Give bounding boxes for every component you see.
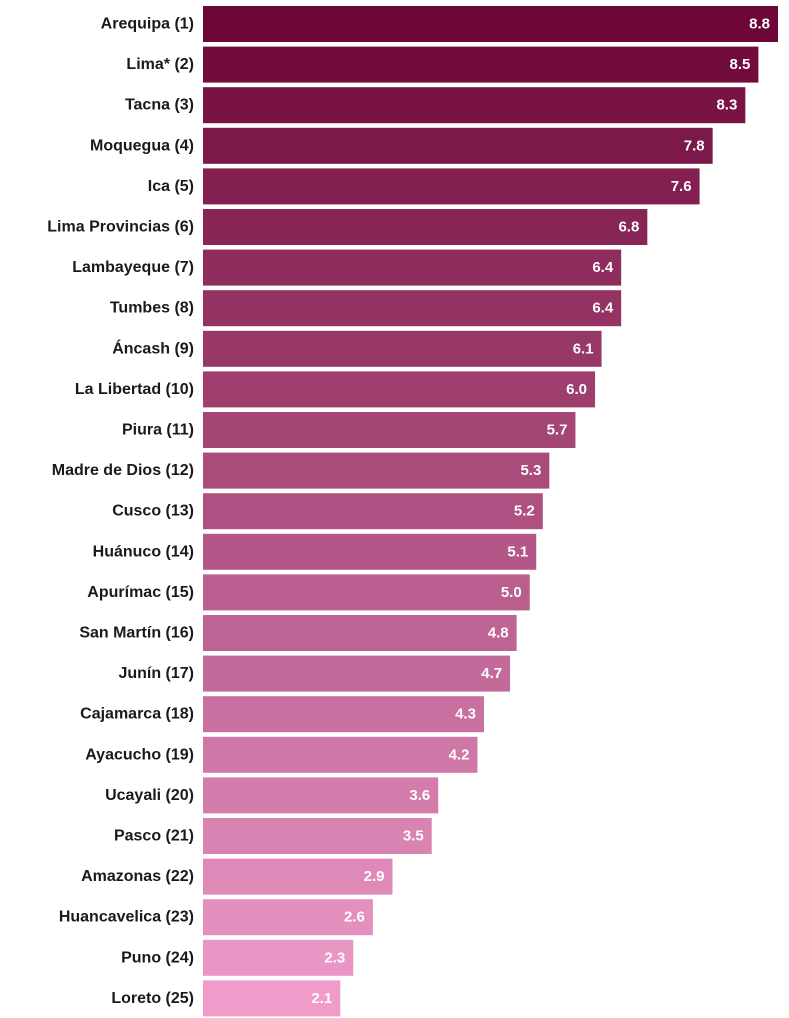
value-label: 5.7 [547,422,568,439]
bar [203,6,778,42]
bar [203,127,713,164]
category-label: Huancavelica (23) [59,909,194,926]
value-label: 3.5 [403,828,424,845]
category-label: Tumbes (8) [110,300,194,317]
category-label: Lima* (2) [126,56,194,73]
value-label: 5.3 [520,462,541,479]
bar [203,46,759,83]
bar [203,574,530,611]
value-label: 6.4 [592,300,614,317]
value-label: 2.9 [364,868,385,885]
category-label: Piura (11) [122,422,194,439]
bar [203,736,478,773]
category-label: La Libertad (10) [75,381,194,398]
value-label: 6.4 [592,259,614,276]
bar [203,412,576,448]
category-label: San Martín (16) [79,625,194,642]
category-label: Huánuco (14) [93,543,194,560]
bar [203,493,543,530]
bar [203,168,700,205]
bar [203,330,602,367]
value-label: 2.1 [311,990,332,1007]
bar [203,533,537,570]
value-label: 7.8 [684,137,705,154]
value-label: 7.6 [671,178,692,195]
category-label: Apurímac (15) [87,584,194,601]
value-label: 4.7 [481,665,502,682]
value-label: 4.8 [488,625,509,642]
category-label: Pasco (21) [114,828,194,845]
category-label: Amazonas (22) [81,868,194,885]
bar [203,290,622,327]
bar [203,452,550,489]
category-label: Arequipa (1) [101,16,194,33]
value-label: 4.2 [449,746,470,763]
bar [203,939,354,976]
value-label: 2.3 [324,949,345,966]
bar [203,655,511,692]
bar [203,87,746,124]
bar [203,858,393,895]
bar [203,899,373,936]
category-label: Áncash (9) [112,338,194,357]
bar [203,777,439,814]
category-label: Lima Provincias (6) [47,219,194,236]
category-label: Moquegua (4) [90,137,194,154]
category-label: Cusco (13) [112,503,194,520]
category-label: Tacna (3) [125,97,194,114]
bar [203,209,648,245]
value-label: 6.1 [573,340,594,357]
bars-group: Arequipa (1) 8.8 Lima* (2) 8.5 Tacna (3) 8.3 M… [47,6,778,1017]
category-label: Junín (17) [118,665,194,682]
value-label: 2.6 [344,909,365,926]
bar [203,818,432,854]
value-label: 5.0 [501,584,522,601]
category-label: Cajamarca (18) [80,706,194,723]
bar [203,696,484,733]
bar [203,371,596,408]
category-label: Puno (24) [121,949,194,966]
category-label: Ica (5) [148,178,194,195]
category-label: Ucayali (20) [105,787,194,804]
value-label: 8.5 [730,56,751,73]
bar [203,615,517,651]
value-label: 4.3 [455,706,476,723]
category-label: Loreto (25) [111,990,194,1007]
category-label: Ayacucho (19) [85,746,194,763]
value-label: 6.8 [618,219,639,236]
bar [203,980,341,1017]
value-label: 5.2 [514,503,535,520]
value-label: 6.0 [566,381,587,398]
category-label: Madre de Dios (12) [52,462,194,479]
value-label: 8.8 [749,16,770,33]
bar [203,249,622,286]
category-label: Lambayeque (7) [72,259,194,276]
value-label: 5.1 [507,543,528,560]
value-label: 3.6 [409,787,430,804]
value-label: 8.3 [716,97,737,114]
